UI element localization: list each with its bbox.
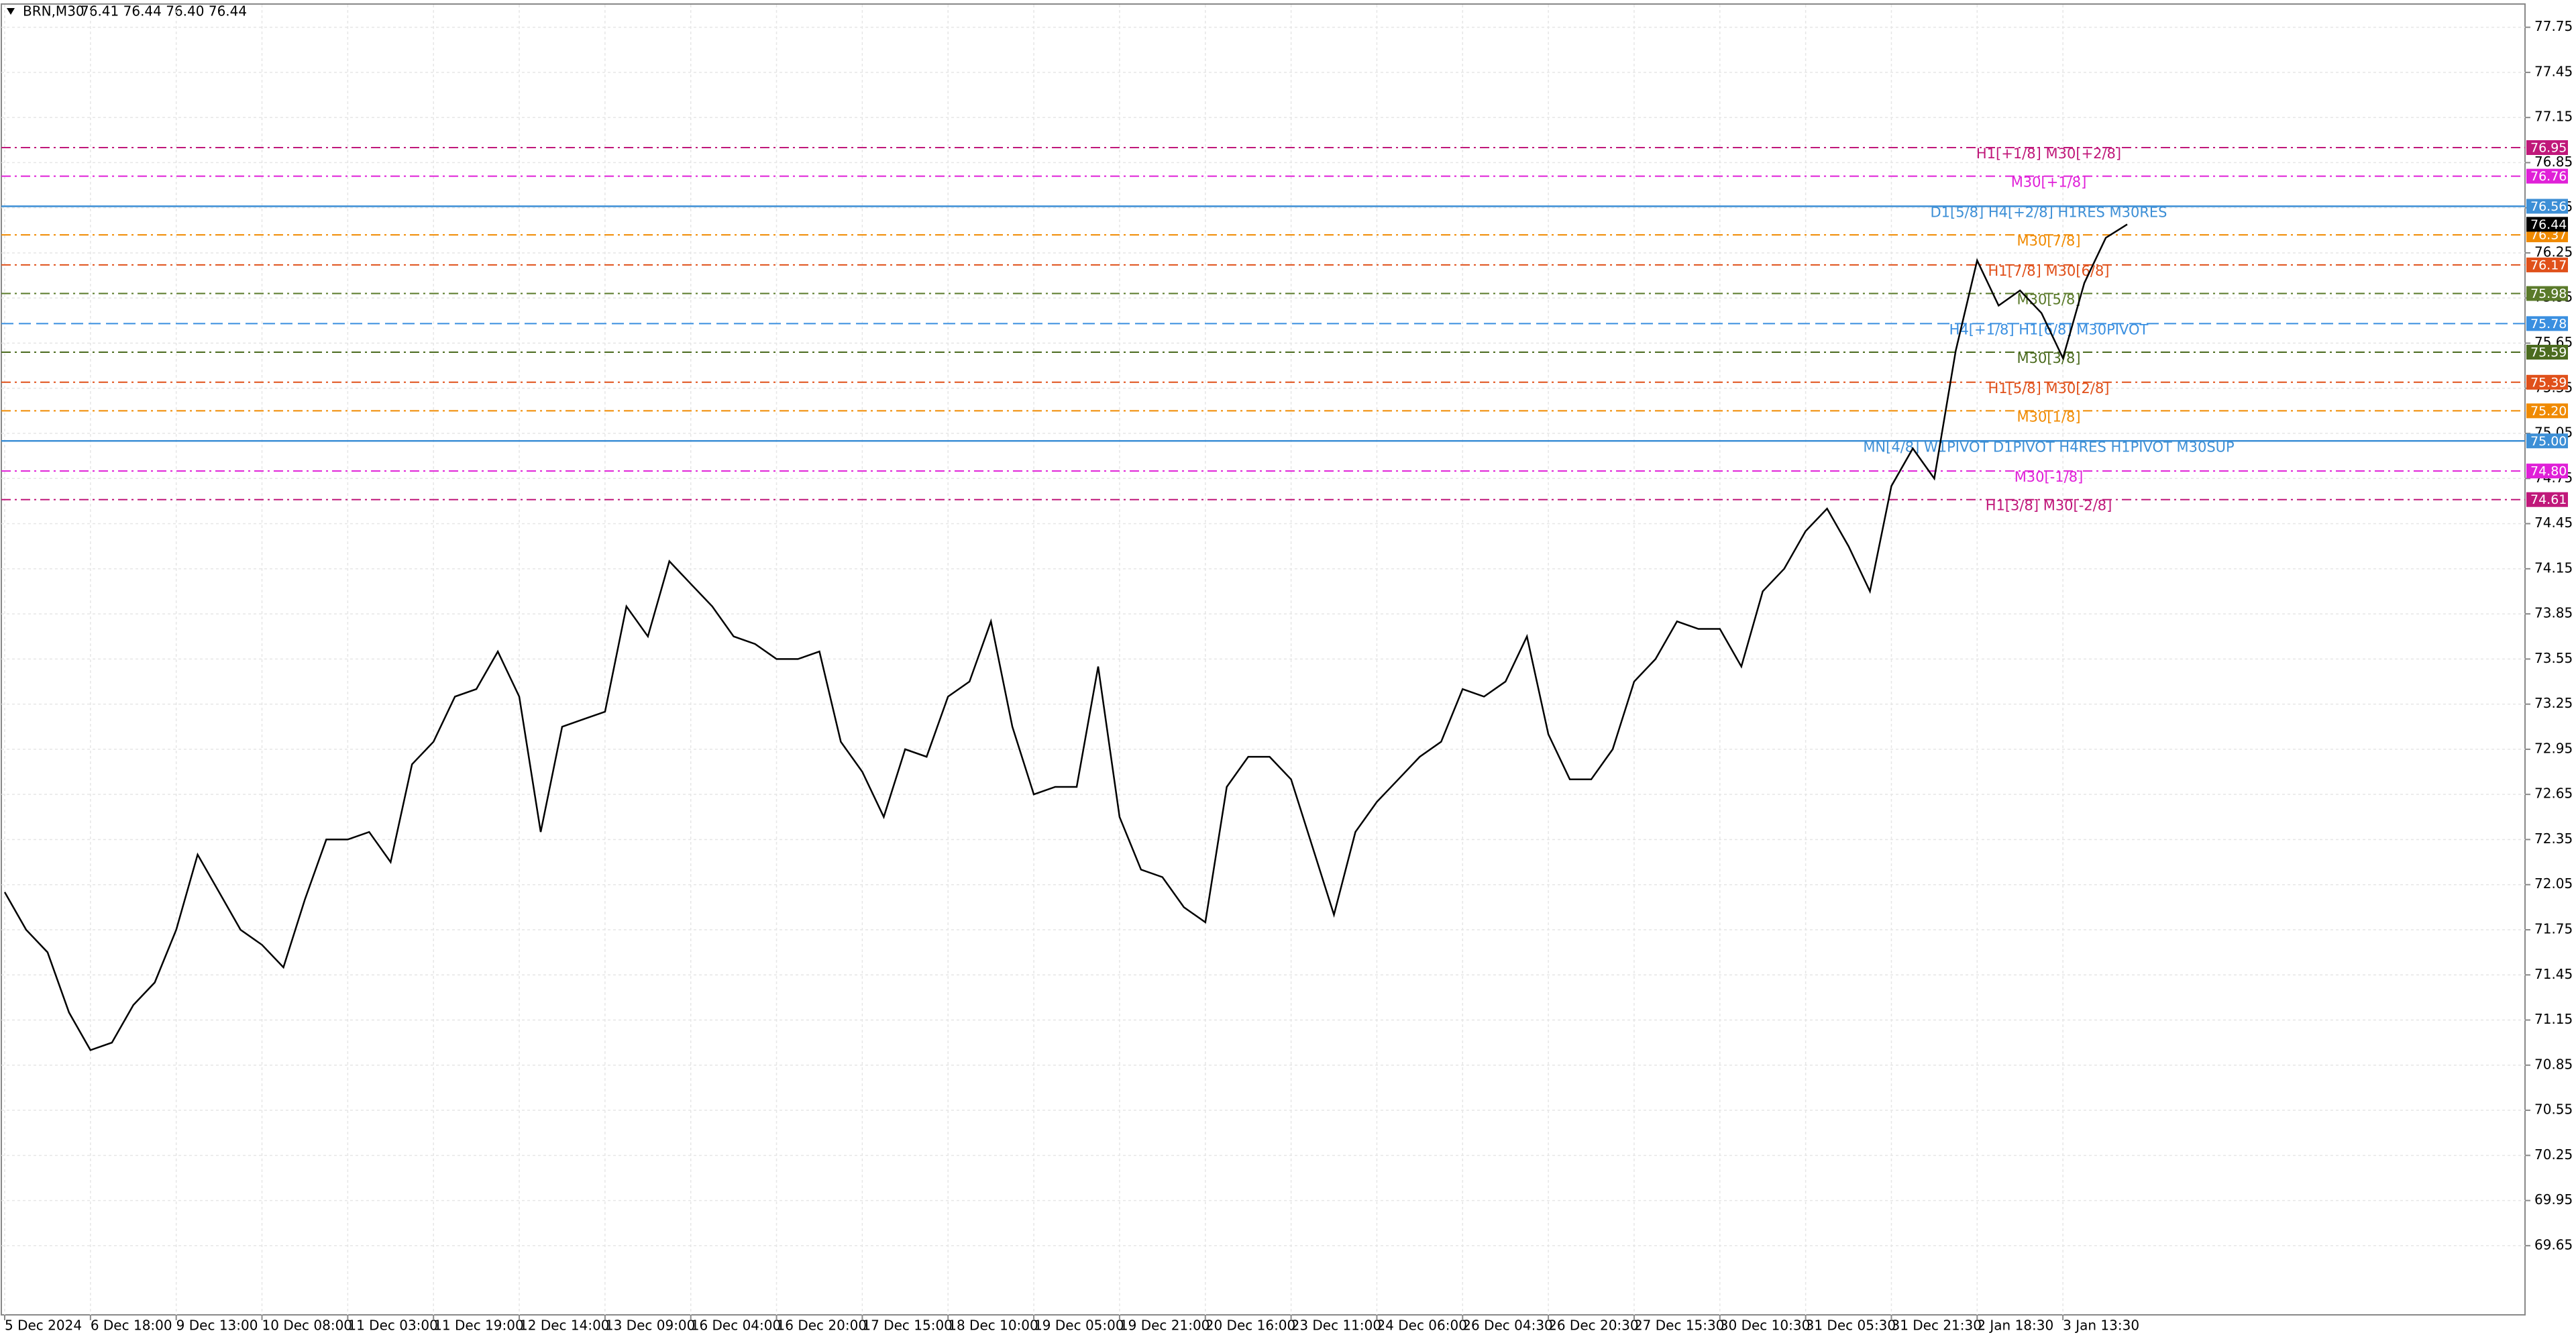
price-tag (2526, 286, 2568, 301)
x-tick-label: 30 Dec 10:30 (1720, 1318, 1811, 1334)
level-label: H1[3/8] M30[-2/8] (1986, 498, 2112, 514)
level-label: M30[+1/8] (2011, 174, 2087, 191)
price-tag (2526, 374, 2568, 390)
x-tick-label: 6 Dec 18:00 (91, 1318, 172, 1334)
price-tag (2526, 168, 2568, 184)
x-tick-label: 13 Dec 09:00 (605, 1318, 696, 1334)
x-tick-label: 26 Dec 20:30 (1548, 1318, 1639, 1334)
price-tag (2526, 464, 2568, 479)
x-tick-label: 16 Dec 20:00 (777, 1318, 867, 1334)
price-tag (2526, 403, 2568, 419)
price-tag (2526, 140, 2568, 156)
y-tick-label: 73.85 (2534, 605, 2573, 621)
y-tick-label: 71.75 (2534, 920, 2573, 936)
last-price-tag (2526, 217, 2568, 232)
price-tag-label: 74.61 (2530, 492, 2567, 507)
price-tag-label: 76.17 (2530, 258, 2567, 272)
x-tick-label: 18 Dec 10:00 (948, 1318, 1038, 1334)
price-tag-label: 75.20 (2530, 404, 2567, 419)
price-tag-label: 74.80 (2530, 464, 2567, 479)
price-tag-label: 76.76 (2530, 169, 2567, 184)
price-tag-label: 75.59 (2530, 345, 2567, 360)
x-tick-label: 19 Dec 05:00 (1034, 1318, 1124, 1334)
price-tag (2526, 344, 2568, 360)
y-tick-label: 74.45 (2534, 515, 2573, 531)
x-tick-label: 20 Dec 16:00 (1205, 1318, 1296, 1334)
y-tick-label: 74.15 (2534, 559, 2573, 576)
price-tag-label: 76.56 (2530, 199, 2567, 214)
x-tick-label: 16 Dec 04:00 (691, 1318, 782, 1334)
price-tag-label: 75.39 (2530, 375, 2567, 390)
y-tick-label: 77.15 (2534, 109, 2573, 125)
x-tick-label: 11 Dec 03:00 (347, 1318, 438, 1334)
y-tick-label: 70.55 (2534, 1102, 2573, 1118)
level-label: H1[5/8] M30[2/8] (1988, 380, 2109, 396)
level-label: M30[1/8] (2017, 409, 2080, 425)
x-tick-label: 26 Dec 04:30 (1462, 1318, 1553, 1334)
y-tick-label: 76.25 (2534, 244, 2573, 260)
x-tick-label: 17 Dec 15:00 (862, 1318, 953, 1334)
level-label: D1[5/8] H4[+2/8] H1RES M30RES (1930, 204, 2167, 220)
x-tick-label: 12 Dec 14:00 (519, 1318, 610, 1334)
y-tick-label: 72.65 (2534, 786, 2573, 802)
y-tick-label: 71.15 (2534, 1011, 2573, 1027)
symbol: BRN,M30 (23, 3, 85, 19)
y-tick-label: 73.25 (2534, 695, 2573, 711)
price-tag (2526, 316, 2568, 331)
y-tick-label: 77.45 (2534, 63, 2573, 79)
x-tick-label: 5 Dec 2024 (5, 1318, 82, 1334)
price-tag-label: 76.95 (2530, 141, 2567, 156)
x-tick-label: 3 Jan 13:30 (2063, 1318, 2139, 1334)
level-label: M30[-1/8] (2015, 469, 2084, 485)
y-tick-label: 70.85 (2534, 1056, 2573, 1072)
y-tick-label: 69.65 (2534, 1236, 2573, 1252)
menu-arrow[interactable] (7, 8, 15, 15)
y-tick-label: 69.95 (2534, 1191, 2573, 1208)
y-tick-label: 76.85 (2534, 154, 2573, 170)
quote: 76.41 76.44 76.40 76.44 (80, 3, 247, 19)
price-line (3, 223, 2128, 1051)
y-tick-label: 72.95 (2534, 740, 2573, 756)
price-tag-label: 75.00 (2530, 434, 2567, 449)
x-tick-label: 2 Jan 18:30 (1977, 1318, 2053, 1334)
level-label: H1[+1/8] M30[+2/8] (1976, 146, 2121, 162)
x-tick-label: 10 Dec 08:00 (262, 1318, 353, 1334)
level-label: M30[5/8] (2017, 292, 2080, 308)
last-price-label: 76.44 (2530, 217, 2567, 232)
price-tag-label: 75.78 (2530, 317, 2567, 331)
price-tag (2526, 433, 2568, 449)
y-tick-label: 71.45 (2534, 966, 2573, 982)
x-tick-label: 9 Dec 13:00 (176, 1318, 258, 1334)
x-tick-label: 27 Dec 15:30 (1634, 1318, 1725, 1334)
x-tick-label: 11 Dec 19:00 (433, 1318, 524, 1334)
y-tick-label: 72.35 (2534, 831, 2573, 847)
x-tick-label: 23 Dec 11:00 (1291, 1318, 1382, 1334)
x-tick-label: 31 Dec 21:30 (1891, 1318, 1982, 1334)
y-tick-label: 70.25 (2534, 1146, 2573, 1163)
x-tick-label: 24 Dec 06:00 (1377, 1318, 1467, 1334)
price-tag (2526, 492, 2568, 507)
x-tick-label: 31 Dec 05:30 (1806, 1318, 1896, 1334)
level-label: M30[7/8] (2017, 233, 2080, 249)
y-tick-label: 73.55 (2534, 650, 2573, 666)
price-tag-label: 75.98 (2530, 286, 2567, 301)
y-tick-label: 72.05 (2534, 875, 2573, 892)
x-tick-label: 19 Dec 21:00 (1120, 1318, 1210, 1334)
level-label: MN[4/8] W1PIVOT D1PIVOT H4RES H1PIVOT M3… (1863, 439, 2234, 455)
level-label: H1[7/8] M30[6/8] (1988, 263, 2109, 279)
level-label: M30[3/8] (2017, 350, 2080, 366)
price-tag (2526, 199, 2568, 214)
price-tag (2526, 257, 2568, 272)
y-tick-label: 77.75 (2534, 18, 2573, 34)
